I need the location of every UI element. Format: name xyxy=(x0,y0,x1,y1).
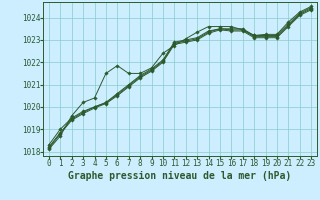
X-axis label: Graphe pression niveau de la mer (hPa): Graphe pression niveau de la mer (hPa) xyxy=(68,171,292,181)
